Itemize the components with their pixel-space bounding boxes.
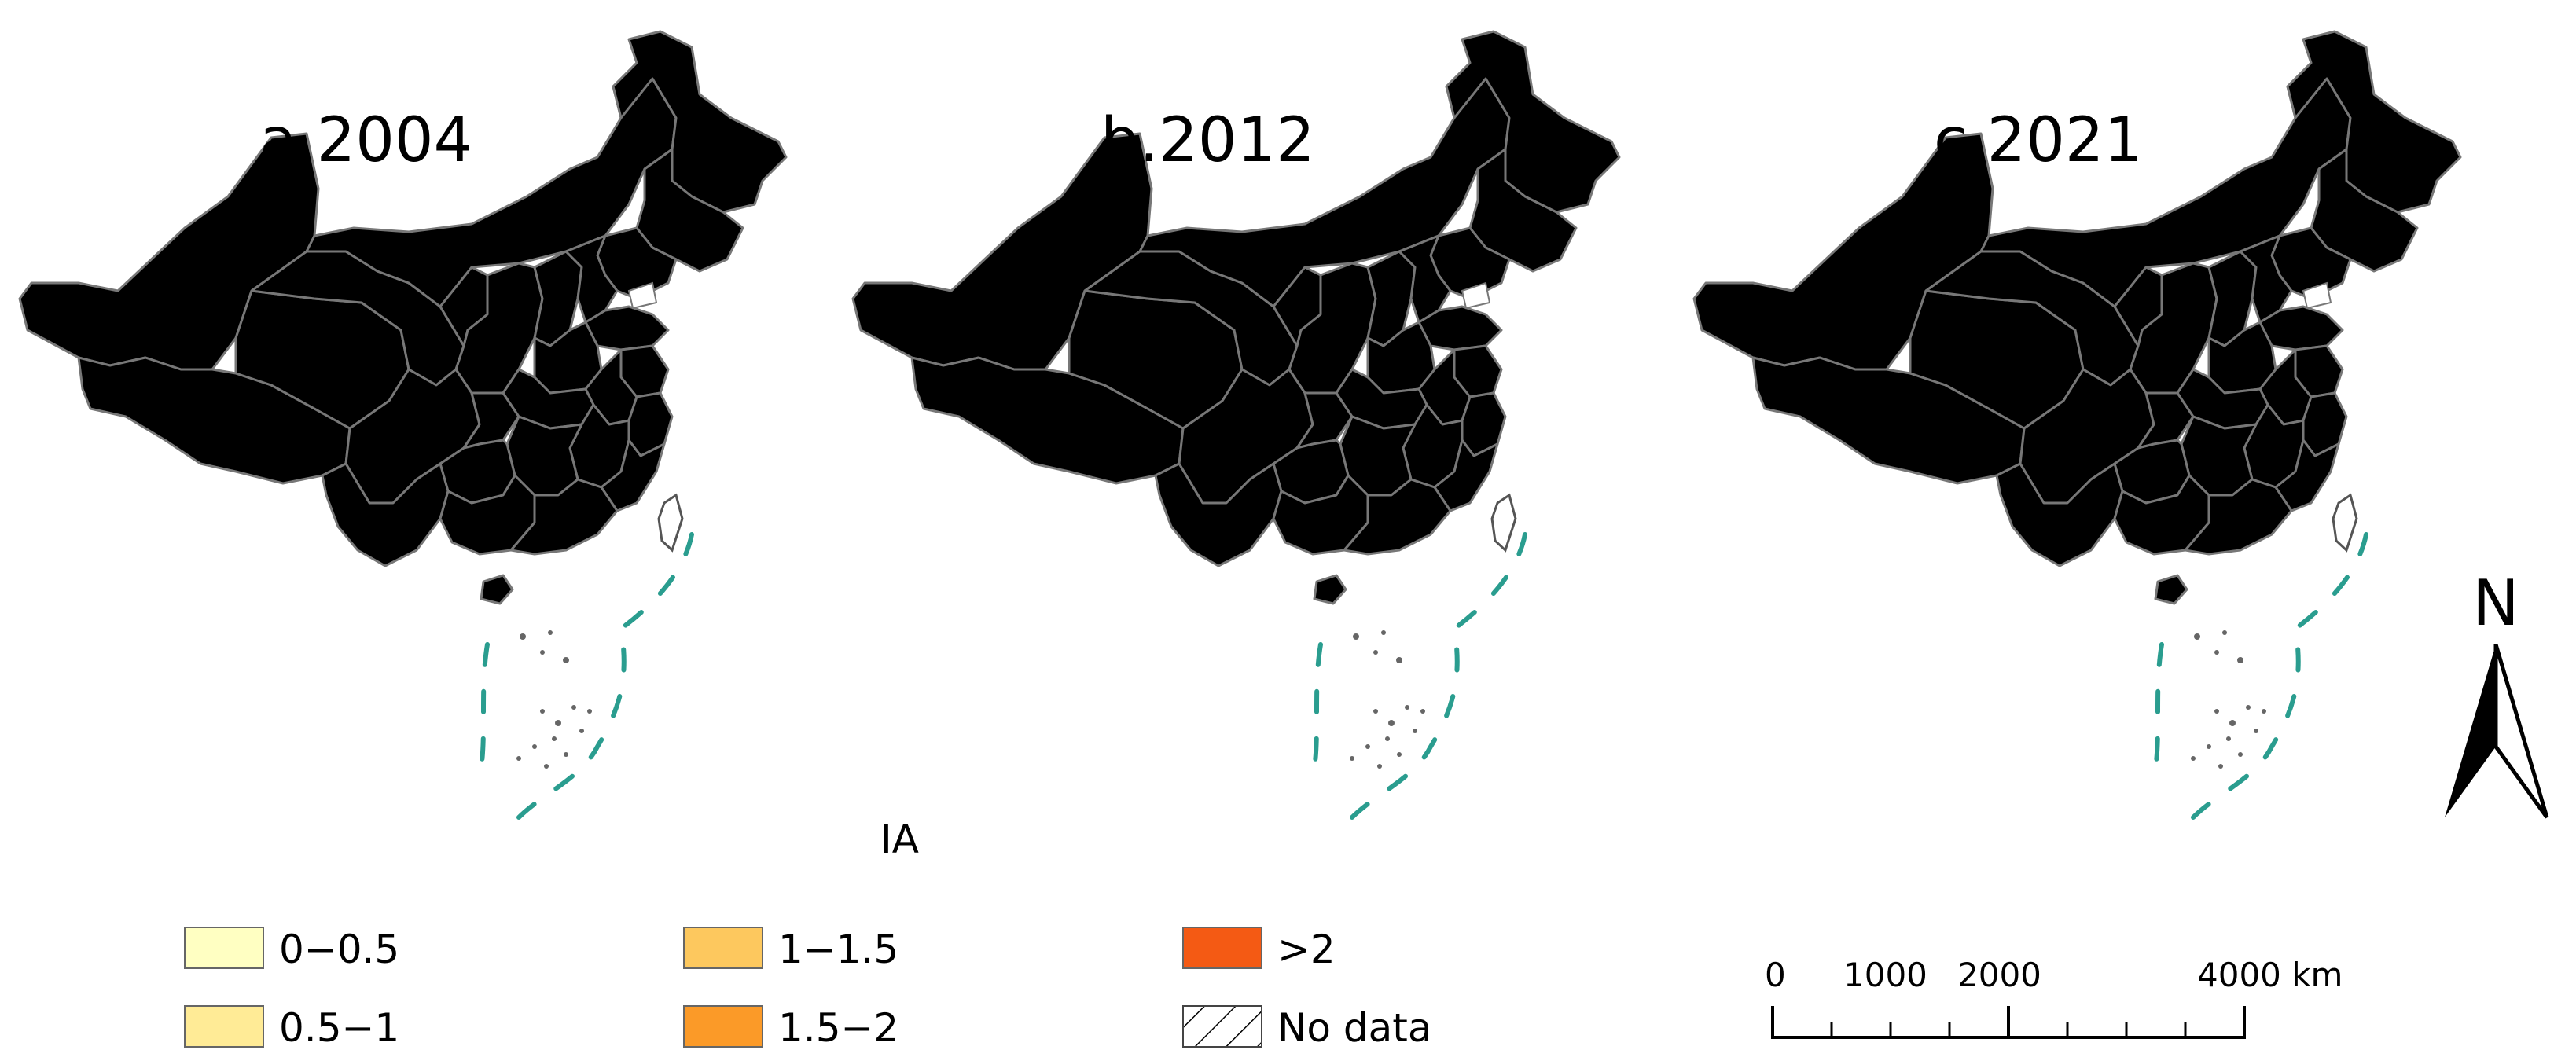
north-arrow: N [2445, 567, 2549, 819]
legend-label-4: >2 [1277, 927, 1336, 972]
panel-label-2004: a.2004 [259, 105, 472, 176]
map-panel-2021: .pc .r-xj{fill:#ffeb96}.pc .r-xz{fill:ur… [1694, 31, 2460, 817]
north-label: N [2472, 567, 2519, 640]
panel-label-2021: c.2021 [1934, 105, 2143, 176]
legend: 0−0.5 0.5−1 1−1.5 1.5−2 >2 No data [184, 927, 1432, 1051]
map-panel-2012: .pb .r-xj{fill:#fdc85e}.pb .r-xz{fill:ur… [853, 31, 1619, 817]
legend-label-1: 0.5−1 [279, 1005, 399, 1051]
scale-bar: 0 1000 2000 4000 km [1765, 956, 2343, 1039]
legend-label-0: 0−0.5 [279, 927, 399, 972]
legend-swatch-4 [1182, 927, 1262, 969]
scale-tick-2000: 2000 [1957, 956, 2041, 994]
legend-label-3: 1.5−2 [778, 1005, 898, 1051]
legend-swatch-3 [683, 1005, 763, 1048]
legend-label-5: No data [1277, 1005, 1432, 1051]
scale-tick-4000: 4000 km [2197, 956, 2343, 994]
legend-swatch-5 [1182, 1005, 1262, 1048]
legend-swatch-1 [184, 1005, 264, 1048]
figure-title: IA [880, 817, 919, 862]
scale-tick-1000: 1000 [1843, 956, 1927, 994]
north-arrow-right-icon [2493, 644, 2549, 819]
legend-swatch-0 [184, 927, 264, 969]
legend-swatch-2 [683, 927, 763, 969]
panel-label-2012: b.2012 [1101, 105, 1315, 176]
north-arrow-left-icon [2445, 644, 2496, 817]
legend-label-2: 1−1.5 [778, 927, 898, 972]
map-panel-2004: .pa .r-xj{fill:#fdc85e}.pa .r-xz{fill:ur… [20, 31, 786, 817]
scale-tick-0: 0 [1765, 956, 1786, 994]
